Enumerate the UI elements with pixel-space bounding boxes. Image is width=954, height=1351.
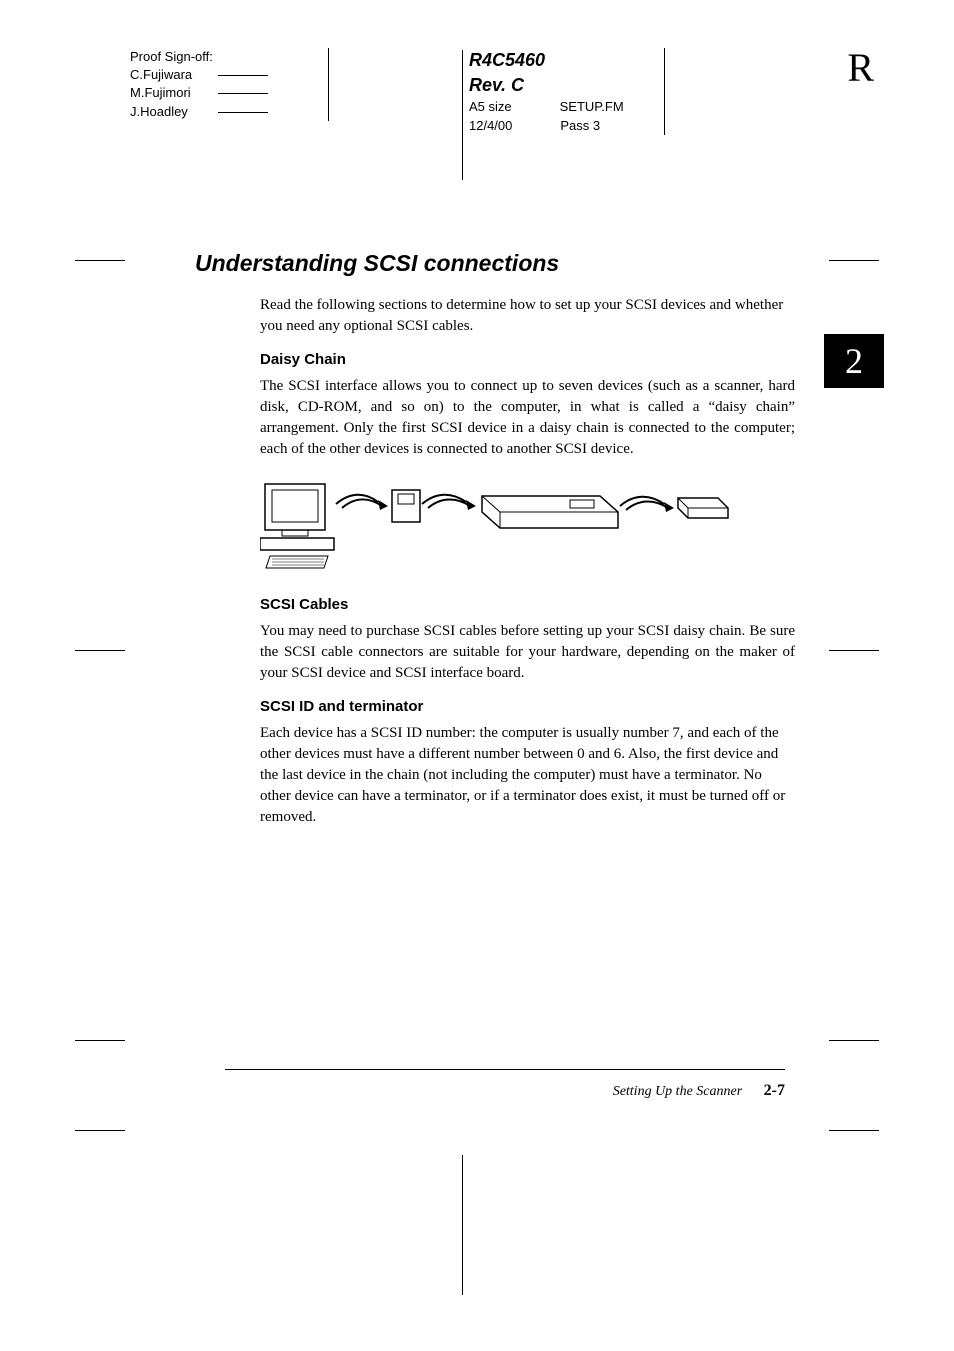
doc-meta: R4C5460 Rev. C A5 size SETUP.FM 12/4/00 … (329, 48, 665, 135)
crop-mark (462, 1155, 463, 1295)
page-content: Understanding SCSI connections Read the … (195, 250, 795, 842)
signoff-block: Proof Sign-off: C.Fujiwara M.Fujimori J.… (130, 48, 329, 121)
page-number: 2-7 (764, 1082, 785, 1099)
daisy-chain-diagram (260, 476, 795, 576)
crop-mark (75, 1130, 125, 1131)
signature-line (218, 74, 268, 76)
section-title: Understanding SCSI connections (195, 250, 795, 277)
intro-paragraph: Read the following sections to determine… (260, 295, 795, 337)
chapter-number-box: 2 (824, 334, 884, 388)
crop-mark (829, 650, 879, 651)
chapter-number: 2 (845, 340, 863, 382)
doc-id: R4C5460 (469, 48, 624, 73)
proof-header: Proof Sign-off: C.Fujiwara M.Fujimori J.… (0, 0, 954, 135)
crop-mark (829, 260, 879, 261)
signoff-name: J.Hoadley (130, 103, 210, 121)
file-name: SETUP.FM (560, 98, 624, 116)
scsi-chain-illustration-icon (260, 476, 730, 571)
daisy-chain-heading: Daisy Chain (260, 351, 795, 368)
corner-letter: R (847, 44, 874, 91)
scsi-cables-heading: SCSI Cables (260, 596, 795, 613)
footer: Setting Up the Scanner 2-7 (225, 1082, 785, 1100)
daisy-chain-paragraph: The SCSI interface allows you to connect… (260, 376, 795, 460)
footer-chapter-title: Setting Up the Scanner (613, 1084, 742, 1099)
doc-rev: Rev. C (469, 73, 624, 98)
crop-mark (75, 260, 125, 261)
footer-rule (225, 1069, 785, 1070)
body-indent: Read the following sections to determine… (260, 295, 795, 828)
crop-mark (829, 1130, 879, 1131)
paper-size: A5 size (469, 98, 512, 116)
doc-date: 12/4/00 (469, 117, 512, 135)
signoff-label: Proof Sign-off: (130, 48, 268, 66)
crop-mark (75, 650, 125, 651)
signoff-name-row: M.Fujimori (130, 84, 268, 102)
signature-line (218, 111, 268, 113)
scsi-cables-paragraph: You may need to purchase SCSI cables bef… (260, 621, 795, 684)
scsi-id-paragraph: Each device has a SCSI ID number: the co… (260, 723, 795, 828)
signoff-name: C.Fujiwara (130, 66, 210, 84)
signoff-name-row: J.Hoadley (130, 103, 268, 121)
scsi-id-heading: SCSI ID and terminator (260, 698, 795, 715)
crop-mark (829, 1040, 879, 1041)
signoff-name: M.Fujimori (130, 84, 210, 102)
signature-line (218, 92, 268, 94)
signoff-name-row: C.Fujiwara (130, 66, 268, 84)
crop-mark (75, 1040, 125, 1041)
pass-number: Pass 3 (560, 117, 600, 135)
